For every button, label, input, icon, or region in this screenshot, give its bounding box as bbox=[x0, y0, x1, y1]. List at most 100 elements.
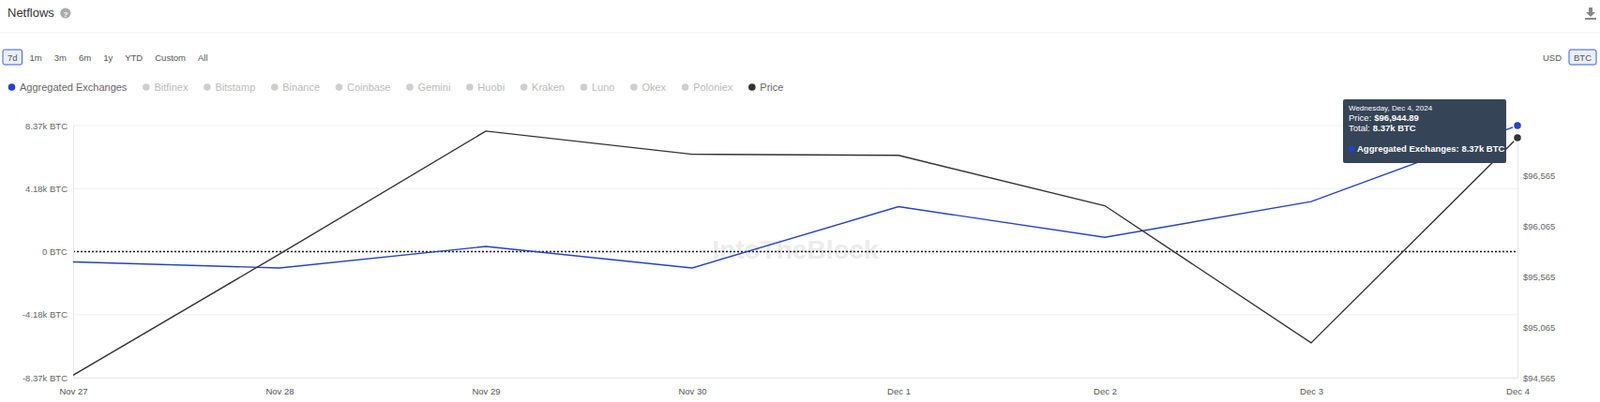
range-button[interactable]: 6m bbox=[74, 49, 96, 65]
button-box[interactable] bbox=[49, 49, 72, 65]
legend-label[interactable]: Aggregated Exchanges bbox=[19, 81, 128, 93]
legend-swatch[interactable] bbox=[406, 83, 414, 91]
legend-item[interactable]: Gemini bbox=[406, 81, 451, 93]
legend-label[interactable]: Bitstamp bbox=[214, 81, 256, 93]
legend-swatch[interactable] bbox=[580, 83, 589, 91]
legend-item[interactable]: Bitfinex bbox=[142, 81, 189, 93]
button-box[interactable] bbox=[193, 49, 213, 65]
y2-tick-label: $94,565 bbox=[1523, 373, 1555, 384]
button-box[interactable] bbox=[98, 49, 118, 65]
x-tick-label: Dec 2 bbox=[1093, 386, 1117, 397]
button-label[interactable]: YTD bbox=[124, 52, 143, 63]
legend-label[interactable]: Huobi bbox=[477, 81, 505, 93]
y-tick: 0 BTC bbox=[42, 246, 74, 257]
x-tick: Nov 28 bbox=[265, 377, 294, 397]
download-arrow[interactable] bbox=[1585, 7, 1596, 17]
y-tick: -4.18k BTC bbox=[22, 309, 74, 320]
legend-label[interactable]: Gemini bbox=[418, 81, 452, 93]
help-icon[interactable] bbox=[60, 8, 71, 19]
button-box[interactable] bbox=[1569, 49, 1597, 65]
legend-item[interactable]: Huobi bbox=[466, 81, 505, 93]
legend-item[interactable]: Binance bbox=[271, 81, 320, 93]
legend-swatch[interactable] bbox=[520, 83, 529, 91]
range-button[interactable]: 1y bbox=[98, 49, 118, 65]
tooltip-box bbox=[1343, 99, 1507, 164]
y-tick: 4.18k BTC bbox=[25, 183, 74, 195]
y-tick-label: -8.37k BTC bbox=[22, 373, 68, 384]
button-label[interactable]: 3m bbox=[54, 52, 67, 63]
legend-item[interactable]: Okex bbox=[630, 81, 666, 93]
legend-swatch[interactable] bbox=[681, 83, 690, 91]
y2-tick-label: $96,065 bbox=[1523, 221, 1555, 232]
legend-swatch[interactable] bbox=[203, 83, 212, 91]
legend-swatch[interactable] bbox=[630, 83, 638, 91]
y2-tick: $94,565 bbox=[1517, 373, 1555, 384]
range-button[interactable]: All bbox=[193, 49, 213, 65]
y2-axis: $96,565$96,065$95,565$95,065$94,565 bbox=[1517, 126, 1555, 384]
legend-swatch[interactable] bbox=[8, 83, 16, 91]
range-button[interactable]: 3m bbox=[49, 49, 72, 65]
legend-swatch[interactable] bbox=[466, 83, 474, 91]
legend-item[interactable]: Luno bbox=[580, 81, 616, 93]
range-button[interactable]: 1m bbox=[25, 49, 47, 65]
y2-tick: $96,565 bbox=[1517, 170, 1555, 182]
legend: Aggregated Exchanges Bitfinex Bitstamp Bina… bbox=[8, 81, 785, 93]
button-label[interactable]: 1m bbox=[30, 52, 43, 63]
button-box[interactable] bbox=[120, 49, 148, 65]
tooltip: Wednesday, Dec 4, 2024Price:$96,944.89To… bbox=[1343, 99, 1507, 164]
range-button[interactable]: 7d bbox=[2, 49, 23, 65]
grid-line bbox=[73, 125, 1518, 127]
range-button[interactable]: YTD bbox=[120, 49, 148, 65]
button-group: USD BTC bbox=[1538, 49, 1597, 65]
download-base[interactable] bbox=[1584, 17, 1597, 20]
button-box[interactable] bbox=[1538, 49, 1567, 65]
range-button[interactable]: Custom bbox=[150, 49, 191, 65]
tooltip-row-value: $96,944.89 bbox=[1373, 112, 1419, 123]
button-box[interactable] bbox=[2, 49, 23, 65]
x-tick-label: Dec 3 bbox=[1299, 386, 1324, 397]
legend-label[interactable]: Luno bbox=[591, 81, 615, 93]
chart-title: Netflows bbox=[7, 5, 55, 20]
y2-axis-line bbox=[1517, 126, 1519, 379]
button-label[interactable]: All bbox=[197, 52, 209, 63]
legend-label[interactable]: Bitfinex bbox=[153, 81, 189, 93]
legend-item[interactable]: Bitstamp bbox=[203, 81, 256, 93]
legend-item[interactable]: Kraken bbox=[520, 81, 565, 93]
button-label[interactable]: 1y bbox=[103, 52, 113, 63]
legend-item[interactable]: Poloniex bbox=[681, 81, 734, 93]
x-tick: Dec 1 bbox=[887, 377, 911, 397]
y-tick: 8.37k BTC bbox=[25, 120, 74, 132]
plot-marks bbox=[73, 125, 1518, 376]
legend-label[interactable]: Kraken bbox=[531, 81, 565, 93]
button-label[interactable]: 7d bbox=[7, 52, 18, 63]
x-tick-label: Nov 27 bbox=[59, 386, 88, 397]
download-icon[interactable] bbox=[1584, 7, 1597, 20]
x-tick-label: Nov 30 bbox=[678, 386, 707, 397]
button-box[interactable] bbox=[150, 49, 191, 65]
legend-swatch[interactable] bbox=[142, 83, 151, 91]
button-label[interactable]: 6m bbox=[78, 52, 91, 63]
legend-label[interactable]: Price bbox=[759, 81, 784, 93]
button-box[interactable] bbox=[25, 49, 47, 65]
legend-label[interactable]: Binance bbox=[282, 81, 320, 93]
grid-line bbox=[73, 377, 1518, 379]
legend-label[interactable]: Poloniex bbox=[693, 81, 734, 93]
legend-item[interactable]: Coinbase bbox=[335, 81, 392, 93]
range-button[interactable]: USD bbox=[1538, 49, 1567, 65]
help-icon-text[interactable]: ? bbox=[62, 10, 68, 19]
x-tick-label: Dec 1 bbox=[887, 386, 911, 397]
legend-item[interactable]: Price bbox=[748, 81, 784, 93]
legend-label[interactable]: Coinbase bbox=[347, 81, 391, 93]
legend-swatch[interactable] bbox=[271, 83, 279, 91]
tooltip-row-value: 8.37k BTC bbox=[1373, 122, 1417, 134]
range-button[interactable]: BTC bbox=[1569, 49, 1597, 65]
button-label[interactable]: BTC bbox=[1573, 52, 1592, 63]
button-label[interactable]: USD bbox=[1542, 52, 1562, 63]
x-tick: Dec 2 bbox=[1093, 377, 1117, 397]
button-label[interactable]: Custom bbox=[154, 52, 186, 63]
legend-swatch[interactable] bbox=[748, 83, 756, 91]
legend-label[interactable]: Okex bbox=[641, 81, 666, 93]
legend-item[interactable]: Aggregated Exchanges bbox=[8, 81, 128, 93]
button-box[interactable] bbox=[74, 49, 96, 65]
legend-swatch[interactable] bbox=[335, 83, 344, 91]
